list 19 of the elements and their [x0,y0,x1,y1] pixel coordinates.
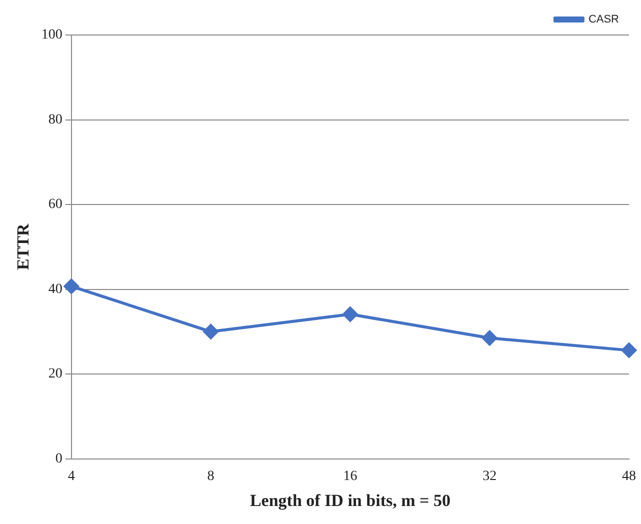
y-axis-title: ETTR [14,223,33,270]
y-tick-label: 20 [48,366,62,382]
point [482,330,498,346]
point [342,306,358,322]
y-tick-label: 0 [55,451,62,466]
x-tick-label: 48 [622,468,636,484]
x-tick-label: 32 [482,468,497,484]
x-axis-title: Length of ID in bits, m = 50 [250,491,450,510]
point [622,342,636,358]
y-tick-label: 100 [41,28,62,43]
point [64,278,79,294]
legend-label: CASR [588,14,620,26]
y-tick-label: 80 [48,112,62,128]
x-tick-label: 8 [207,468,214,484]
x-tick-label: 16 [343,468,358,484]
x-tick-label: 4 [68,468,75,484]
y-tick-label: 40 [48,282,62,297]
y-tick-label: 60 [48,197,62,212]
point [203,324,218,340]
